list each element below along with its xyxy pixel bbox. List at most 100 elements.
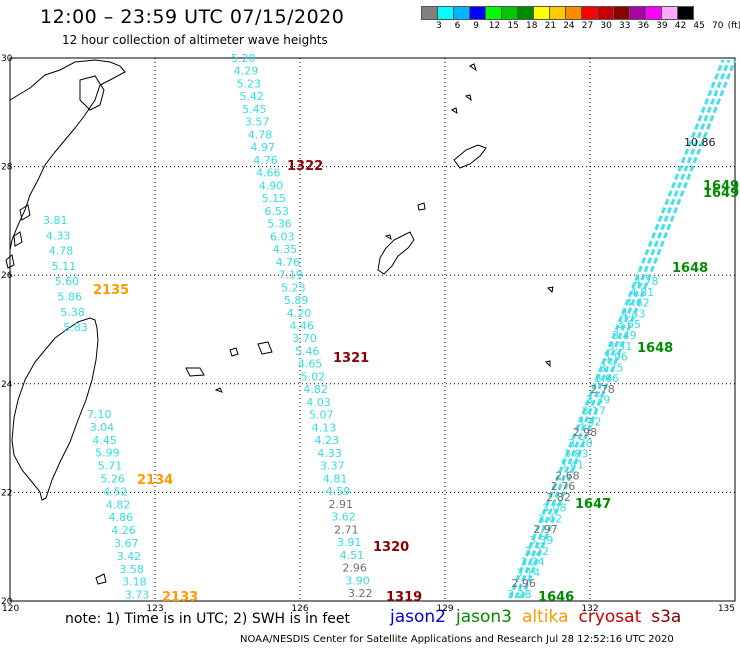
swh-value-jason3: 3.42 [538, 512, 563, 525]
swh-value-s3a: 2.71 [334, 523, 359, 536]
swh-value-altika: 4.78 [49, 245, 74, 258]
swh-value-s3a: 4.90 [259, 179, 284, 192]
swh-value-s3a: 5.23 [281, 281, 306, 294]
swh-value-s3a: 4.76 [276, 256, 301, 269]
swh-value-altika: 4.86 [109, 511, 134, 524]
swh-value-s3a: 4.29 [234, 65, 258, 78]
swh-value-jason3: 4.43 [621, 307, 646, 320]
swh-value-jason3: 4.62 [625, 297, 650, 310]
swh-value-s3a: 4.66 [256, 167, 281, 180]
legend-label: 33 [619, 21, 631, 31]
swh-value-altika: 3.04 [90, 421, 115, 434]
pass-time-jason3: 1646 [538, 590, 574, 605]
color-legend-labels: 3 6 9 12 15 18 21 24 27 30 33 36 39 42 45 70 (ft) [421, 21, 740, 33]
swh-value-altika: 5.60 [55, 275, 80, 288]
swh-value-altika: 4.52 [103, 485, 128, 498]
swh-value-s3a: 5.02 [301, 370, 326, 383]
swh-value-s3a: 3.90 [345, 574, 370, 587]
pass-time-s3a: 1319 [386, 590, 422, 605]
swh-value-jason3: 3.08 [542, 502, 567, 515]
swh-value-s3a: 4.97 [251, 141, 276, 154]
swh-value-s3a: 5.46 [295, 345, 320, 358]
color-legend [421, 5, 694, 24]
small-islands [95, 63, 554, 585]
lon-tick-label: 135 [718, 604, 735, 614]
pass-time-jason3: 1649 [703, 179, 739, 194]
swh-value-s3a: 3.70 [292, 332, 317, 345]
satellite-tracks: 5.204.295.235.425.453.574.784.974.764.66… [43, 52, 739, 605]
satellite-name-s3a: s3a [651, 607, 682, 627]
swh-value-s3a: 7.19 [278, 269, 303, 282]
swh-value-jason3: 3.39 [586, 394, 611, 407]
swh-value-jason3: 2.76 [551, 480, 576, 493]
swh-value-s3a: 5.45 [242, 103, 267, 116]
lon-tick-label: 129 [436, 604, 453, 614]
pass-time-jason3: 1649 [703, 186, 739, 201]
swh-value-s3a: 3.91 [337, 536, 362, 549]
swh-value-s3a: 4.78 [248, 128, 273, 141]
lon-tick-label: 123 [146, 604, 163, 614]
swh-value-jason3: 3.65 [616, 318, 641, 331]
swh-value-s3a: 4.65 [298, 358, 323, 371]
pass-time-jason3: 1647 [575, 497, 611, 512]
pass-time-s3a: 1321 [333, 351, 369, 366]
pass-time-altika: 2135 [93, 283, 129, 298]
pass-time-altika: 2133 [162, 590, 198, 605]
swh-value-s3a: 3.37 [320, 460, 345, 473]
pass-time-jason3: 1648 [637, 341, 673, 356]
amami-land [453, 144, 487, 169]
swh-value-jason3: 3.25 [599, 361, 624, 374]
legend-label: 30 [600, 21, 612, 31]
pass-time-jason3: 1648 [672, 261, 708, 276]
swh-value-s3a: 4.81 [323, 472, 348, 485]
swh-value-s3a: 4.23 [315, 434, 340, 447]
swh-value-jason3: 2.96 [511, 577, 535, 590]
swh-value-altika: 4.82 [106, 498, 130, 511]
legend-swatch [677, 6, 694, 20]
swh-value-s3a: 5.20 [231, 52, 256, 65]
swh-value-s3a: 5.07 [309, 409, 334, 422]
swh-value-jason3: 3.22 [525, 545, 550, 558]
map-subtitle: 12 hour collection of altimeter wave hei… [62, 33, 328, 47]
swh-value-s3a: 5.89 [284, 294, 309, 307]
swh-value-s3a: 4.46 [290, 320, 315, 333]
swh-value-s3a: 3.22 [348, 587, 373, 600]
swh-value-jason3: 3.49 [612, 329, 637, 342]
legend-label: 39 [656, 21, 668, 31]
swh-value-s3a: 4.13 [312, 421, 337, 434]
lat-tick-label: 30 [1, 54, 13, 64]
legend-label: 3 [436, 21, 442, 31]
credit-line: NOAA/NESDIS Center for Satellite Applica… [240, 634, 674, 645]
lat-tick-label: 26 [1, 271, 13, 281]
swh-value-altika: 5.11 [52, 260, 76, 273]
swh-value-s3a: 3.57 [245, 116, 270, 129]
swh-value-jason3: 3.66 [595, 372, 620, 385]
legend-label: 36 [637, 21, 650, 31]
pass-time-altika: 2134 [137, 473, 173, 488]
swh-value-jason3: 3.51 [608, 340, 633, 353]
legend-label: 15 [507, 21, 519, 31]
legend-label: 9 [473, 21, 479, 31]
swh-value-jason3: 10.86 [684, 136, 716, 149]
swh-value-altika: 3.58 [119, 563, 143, 576]
swh-value-jason3: 2.82 [546, 491, 571, 504]
map-frame [9, 57, 736, 602]
swh-value-altika: 4.26 [111, 524, 136, 537]
swh-value-jason3: 4.78 [634, 275, 659, 288]
legend-label: 6 [454, 21, 461, 31]
swh-value-altika: 3.81 [43, 214, 68, 227]
swh-value-s3a: 4.76 [253, 154, 277, 167]
sakishima-islands [185, 341, 273, 393]
swh-value-s3a: 4.51 [340, 549, 365, 562]
swh-value-altika: 4.45 [92, 434, 117, 447]
swh-value-s3a: 5.23 [237, 77, 261, 90]
lat-tick-label: 22 [1, 488, 12, 498]
swh-value-s3a: 5.42 [239, 90, 264, 103]
lon-tick-label: 120 [2, 604, 19, 614]
lon-tick-label: 126 [291, 604, 308, 614]
pass-time-s3a: 1322 [287, 159, 323, 174]
legend-label: 70 [712, 21, 724, 31]
lat-tick-label: 24 [1, 380, 13, 390]
